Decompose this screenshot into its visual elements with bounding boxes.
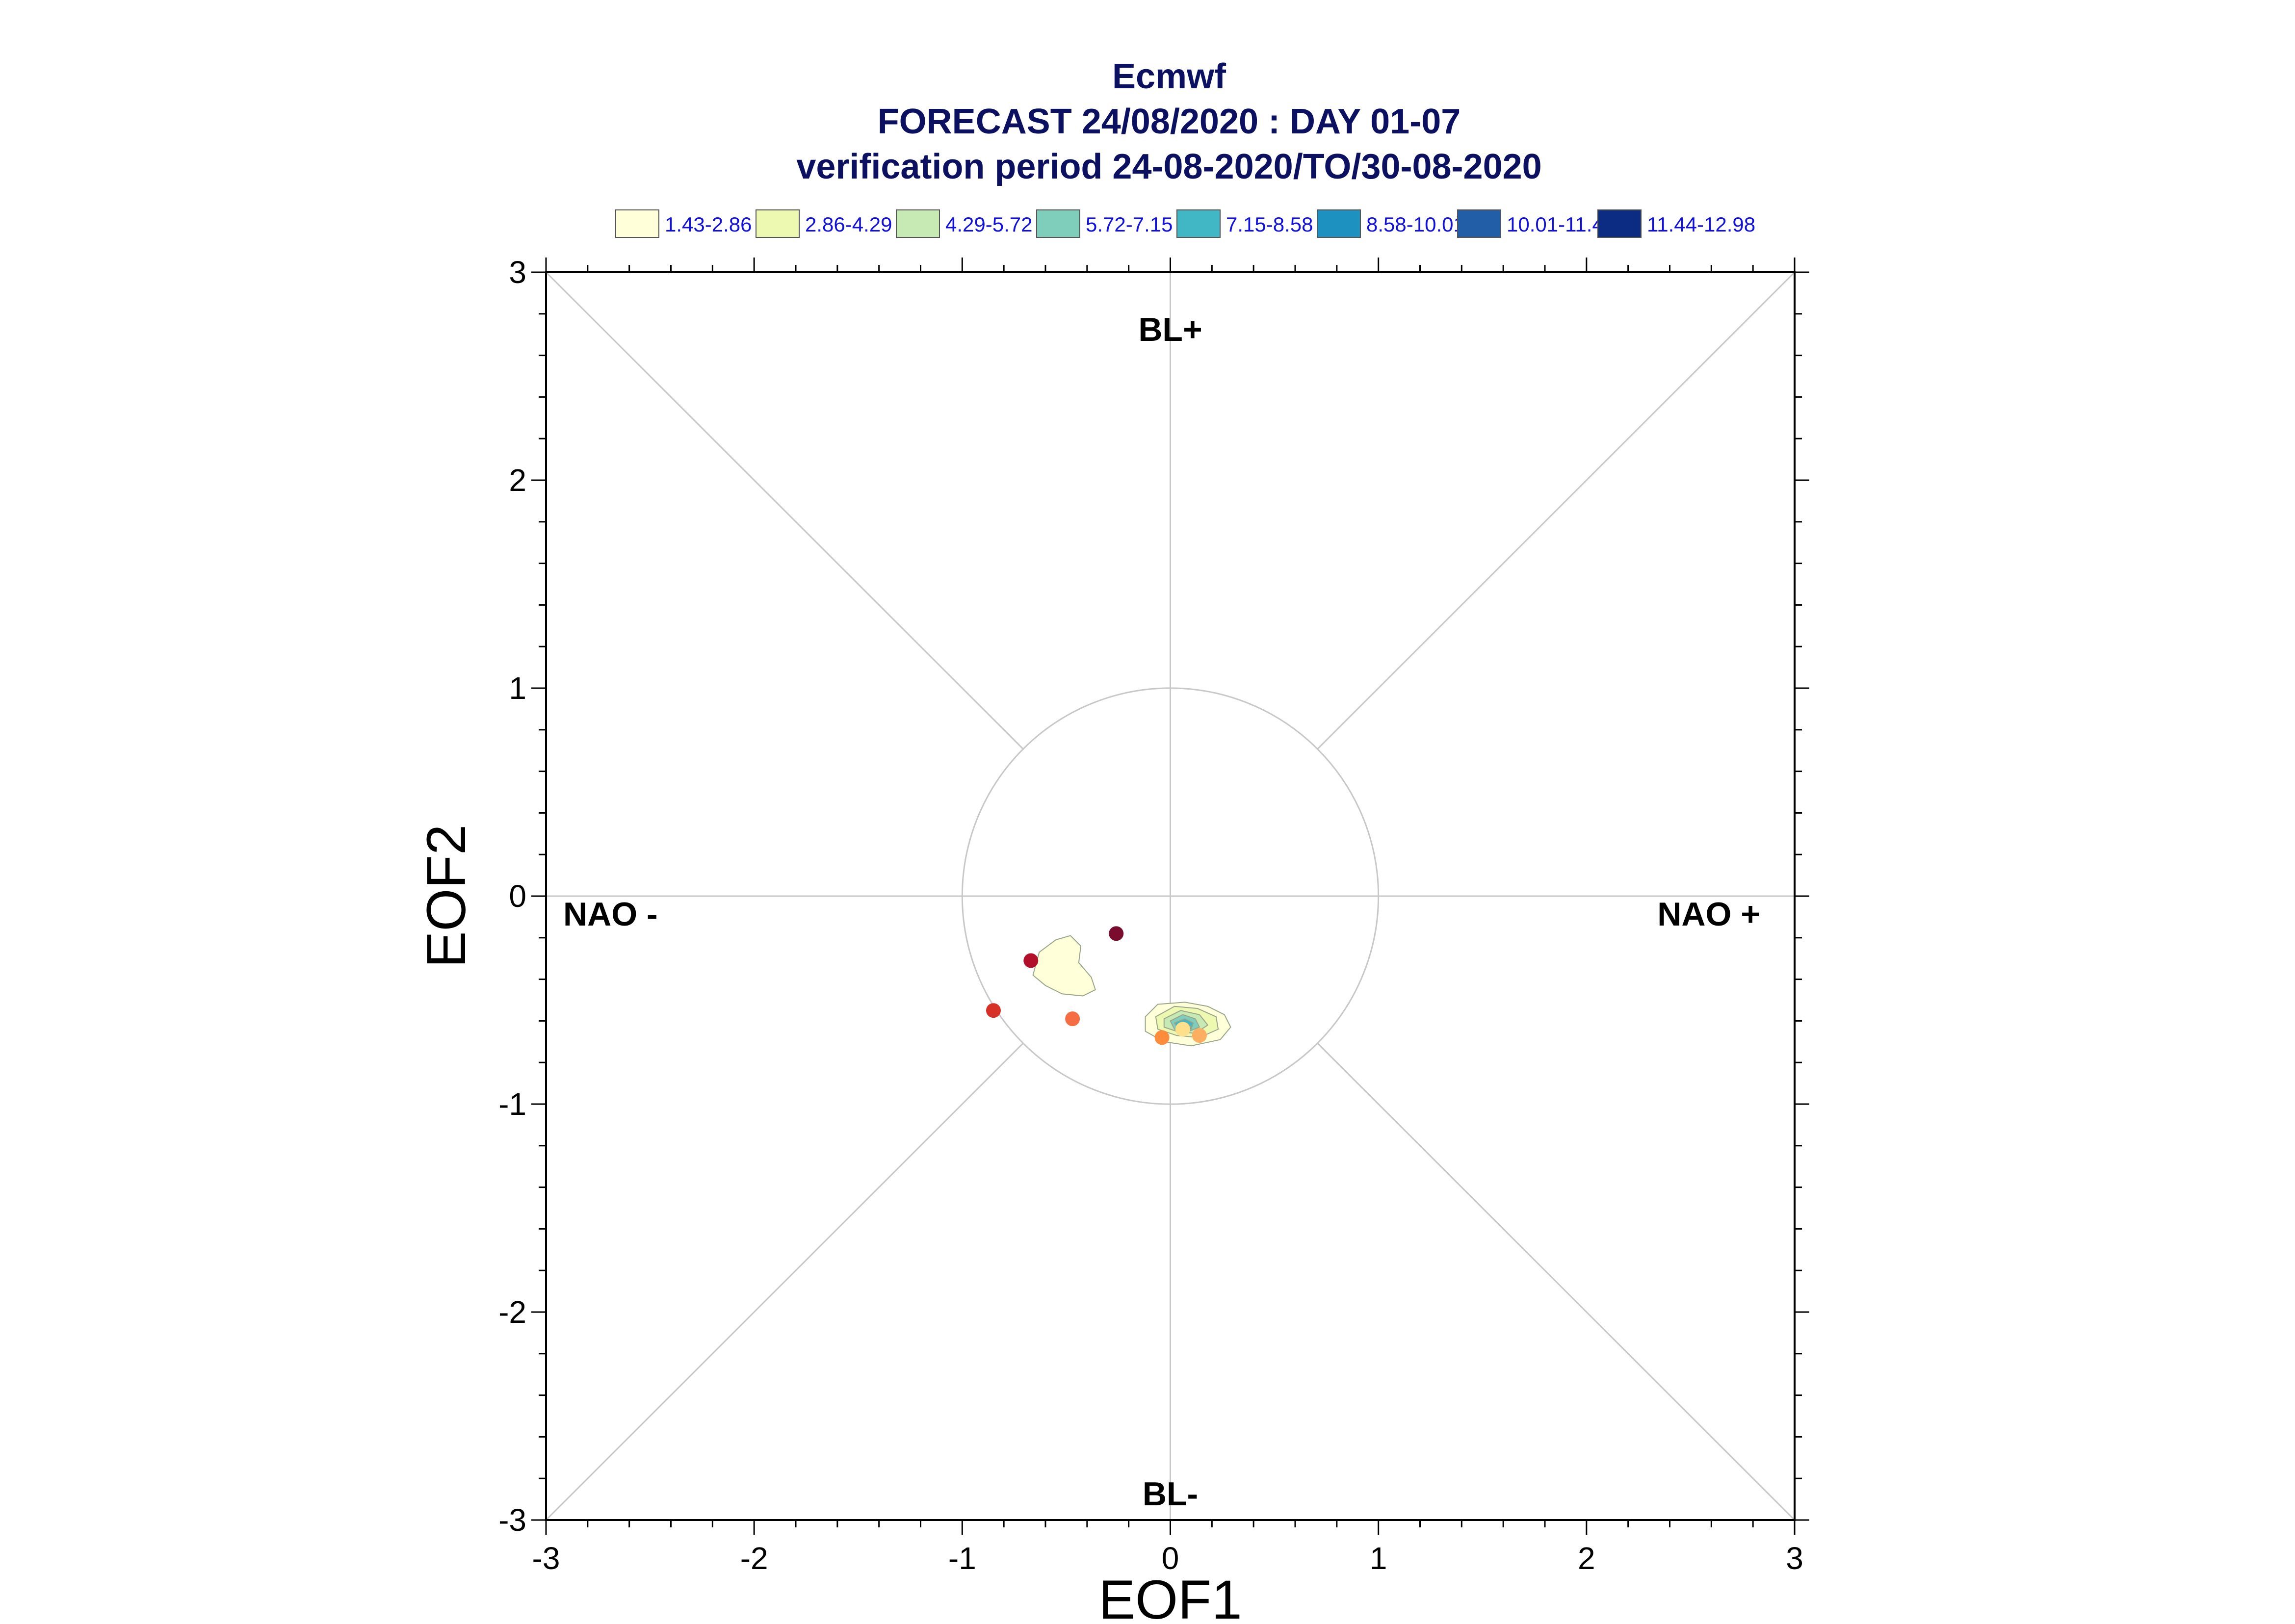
legend-label: 5.72-7.15	[1086, 213, 1173, 236]
x-tick-label: 3	[1786, 1541, 1803, 1576]
legend-swatch	[756, 209, 800, 238]
data-point	[986, 1003, 1001, 1018]
plot-area: -3 -2 -1 0 1 2 3 3 2 1 0 -1 -2 -3 EOF1 EOF2 BL+ BL- NAO - N…	[416, 255, 1809, 1624]
legend-swatch	[896, 209, 940, 238]
diagonal-line	[1317, 271, 1796, 750]
legend-label: 4.29-5.72	[945, 213, 1032, 236]
legend-label: 1.43-2.86	[665, 213, 752, 236]
legend-swatch	[1176, 209, 1221, 238]
data-point	[1109, 926, 1124, 941]
data-point	[1023, 953, 1039, 968]
legend-swatch	[615, 209, 659, 238]
regime-label-left: NAO -	[563, 896, 658, 933]
data-point	[1065, 1011, 1080, 1027]
data-point	[1175, 1022, 1190, 1037]
y-tick-label: -2	[498, 1294, 526, 1330]
y-tick-label: -1	[498, 1086, 526, 1122]
y-tick-label: 1	[509, 670, 526, 706]
legend-swatch	[1317, 209, 1361, 238]
y-tick-label: 2	[509, 463, 526, 498]
x-tick-label: 1	[1370, 1541, 1387, 1576]
x-tick-label: 0	[1162, 1541, 1179, 1576]
regime-label-top: BL+	[1138, 311, 1202, 348]
x-tick-label: 2	[1578, 1541, 1595, 1576]
y-axis-label: EOF2	[416, 825, 477, 968]
density-contour	[1032, 935, 1096, 997]
legend-swatch	[1597, 209, 1642, 238]
legend-swatch	[1036, 209, 1080, 238]
x-axis-label: EOF1	[1098, 1569, 1242, 1624]
diagonal-line	[545, 271, 1024, 750]
regime-label-bottom: BL-	[1143, 1475, 1198, 1513]
unit-circle	[961, 687, 1380, 1105]
legend: 1.43-2.86 2.86-4.29 4.29-5.72 5.72-7.15 7.15…	[615, 209, 1755, 238]
legend-label: 7.15-8.58	[1226, 213, 1313, 236]
diagonal-line	[1317, 1042, 1796, 1521]
legend-label: 11.44-12.98	[1647, 213, 1755, 236]
chart-subtitle-2: verification period 24-08-2020/TO/30-08-…	[796, 147, 1541, 186]
x-tick-label: -2	[740, 1541, 768, 1576]
regime-label-right: NAO +	[1657, 896, 1760, 933]
y-tick-label: 3	[509, 255, 526, 290]
chart-subtitle: FORECAST 24/08/2020 : DAY 01-07	[878, 102, 1461, 141]
diagonal-line	[545, 1042, 1024, 1521]
legend-label: 2.86-4.29	[805, 213, 892, 236]
x-tick-label: -3	[532, 1541, 560, 1576]
legend-label: 8.58-10.01	[1366, 213, 1465, 236]
y-tick-label: -3	[498, 1502, 526, 1538]
x-tick-label: -1	[948, 1541, 976, 1576]
legend-swatch	[1457, 209, 1501, 238]
y-tick-label: 0	[509, 878, 526, 914]
legend-label: 10.01-11.44	[1507, 213, 1615, 236]
data-point	[1192, 1028, 1207, 1043]
chart-title: Ecmwf	[1112, 57, 1226, 96]
data-point	[1154, 1030, 1170, 1045]
